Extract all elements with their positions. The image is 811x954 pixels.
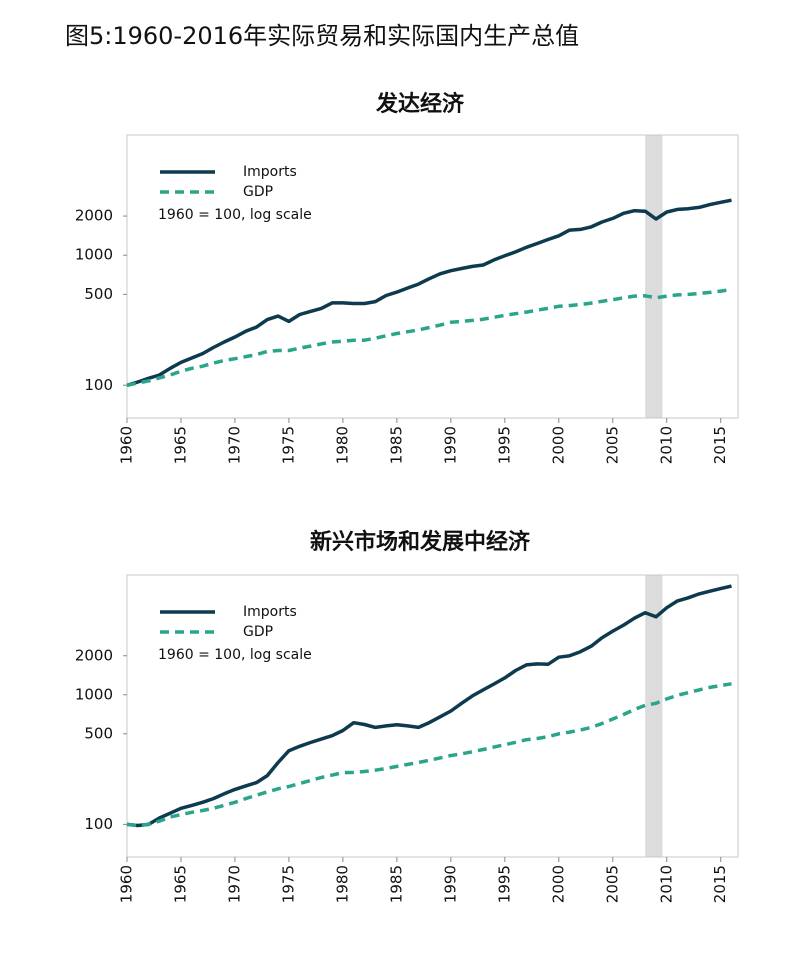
y-tick-label: 1000	[75, 246, 113, 264]
chart-title: 发达经济	[375, 91, 465, 117]
legend-label: GDP	[243, 624, 273, 640]
x-tick-label: 2000	[549, 426, 567, 464]
x-tick-label: 1990	[441, 426, 459, 464]
y-tick-label: 2000	[75, 207, 113, 225]
series-line	[126, 682, 732, 828]
legend-label: Imports	[243, 604, 297, 620]
y-tick-label: 2000	[75, 646, 113, 664]
x-tick-label: 2000	[549, 865, 567, 903]
x-tick-label: 2005	[603, 865, 621, 903]
x-tick-label: 2005	[603, 426, 621, 464]
x-tick-label: 1980	[333, 426, 351, 464]
y-tick-label: 100	[84, 815, 113, 833]
x-tick-label: 1970	[225, 426, 243, 464]
x-tick-label: 2010	[657, 426, 675, 464]
chart-title: 新兴市场和发展中经济	[310, 529, 531, 555]
x-tick-label: 1965	[171, 426, 189, 464]
y-tick-label: 500	[84, 724, 113, 742]
shaded-period	[645, 575, 663, 857]
x-tick-label: 1995	[495, 865, 513, 903]
x-tick-label: 1975	[279, 426, 297, 464]
y-tick-label: 500	[84, 285, 113, 303]
shaded-period	[645, 135, 663, 418]
x-tick-label: 1985	[387, 426, 405, 464]
series-line	[126, 198, 732, 387]
x-tick-label: 2015	[711, 426, 729, 464]
series-line	[126, 287, 732, 388]
chart-note: 1960 = 100, log scale	[158, 207, 312, 223]
x-tick-label: 2010	[657, 865, 675, 903]
x-tick-label: 1960	[118, 426, 136, 464]
x-tick-label: 1995	[495, 426, 513, 464]
series-line	[126, 584, 732, 828]
x-tick-label: 1975	[279, 865, 297, 903]
x-tick-label: 1985	[387, 865, 405, 903]
page-title: 图5:1960-2016年实际贸易和实际国内生产总值	[65, 22, 579, 50]
chart-note: 1960 = 100, log scale	[158, 647, 312, 663]
legend-label: GDP	[243, 184, 273, 200]
y-tick-label: 100	[84, 376, 113, 394]
y-tick-label: 1000	[75, 685, 113, 703]
x-tick-label: 1965	[171, 865, 189, 903]
x-tick-label: 1990	[441, 865, 459, 903]
plot-frame	[126, 574, 739, 858]
legend-label: Imports	[243, 164, 297, 180]
x-tick-label: 1970	[225, 865, 243, 903]
x-tick-label: 1980	[333, 865, 351, 903]
plot-frame	[126, 134, 739, 419]
x-tick-label: 1960	[118, 865, 136, 903]
x-tick-label: 2015	[711, 865, 729, 903]
